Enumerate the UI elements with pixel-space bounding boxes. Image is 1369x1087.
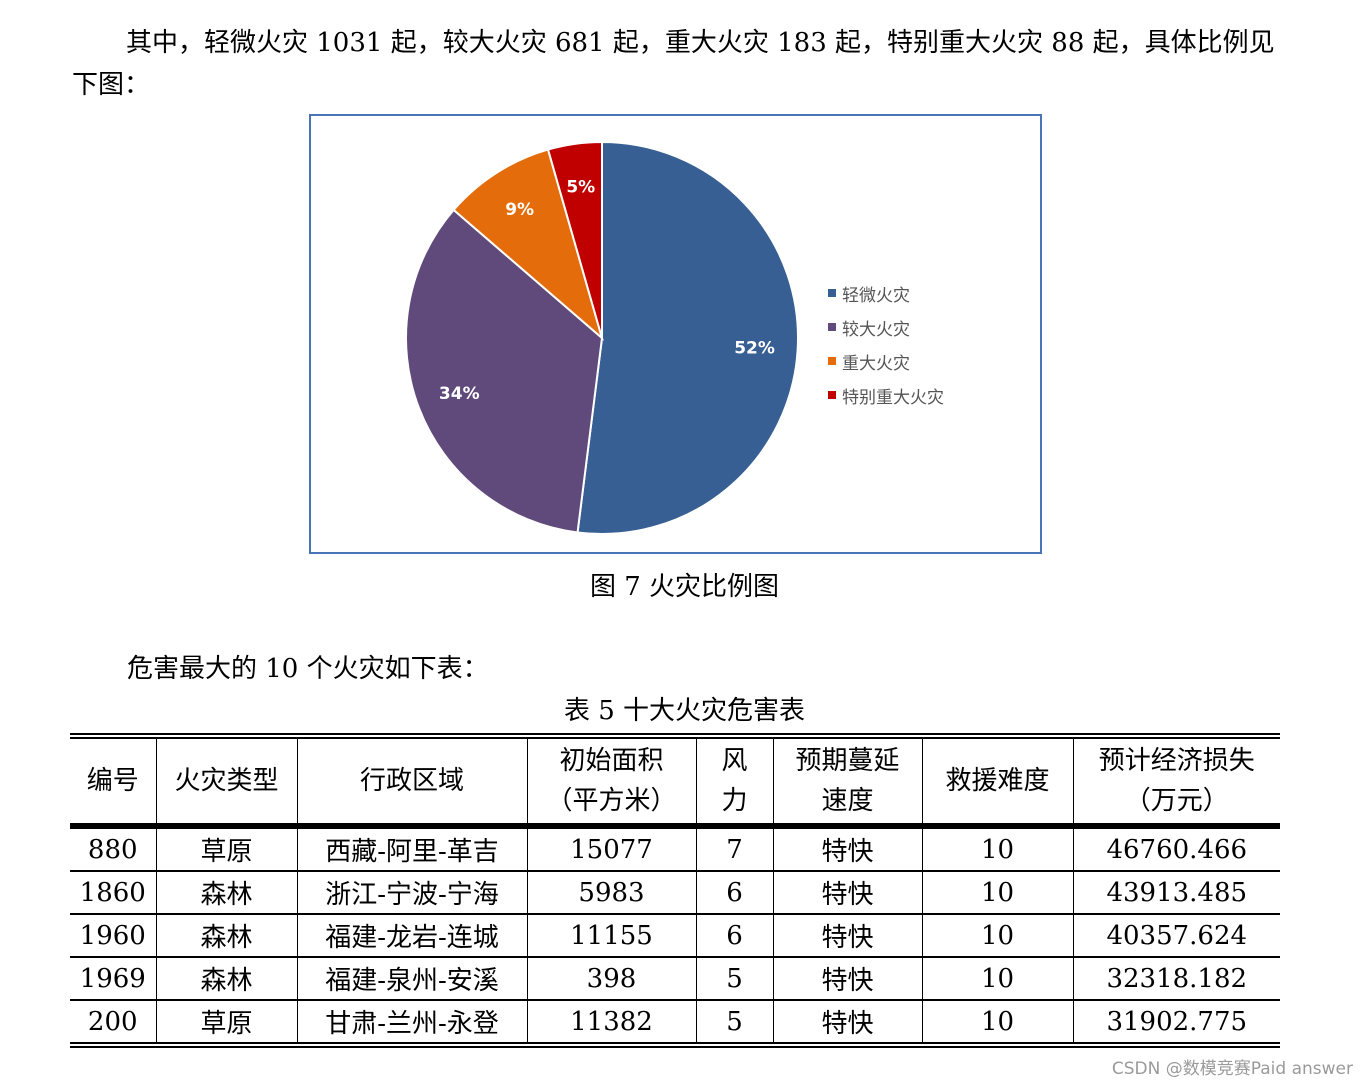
table-cell: 10 — [921, 957, 1074, 1001]
table-cell: 特快 — [772, 914, 923, 958]
table-cell: 森林 — [155, 914, 298, 958]
column-header-2: 火灾类型 — [155, 736, 298, 826]
table-cell: 10 — [921, 871, 1074, 915]
table-cell: 43913.485 — [1072, 871, 1280, 915]
legend-swatch-icon — [828, 289, 836, 297]
legend-swatch-icon — [828, 323, 836, 331]
figure-caption: 图 7 火灾比例图 — [589, 572, 780, 602]
table-cell: 1860 — [70, 871, 157, 915]
legend-label: 较大火灾 — [842, 319, 910, 340]
table-cell: 6 — [695, 914, 774, 958]
table-cell: 福建-龙岩-连城 — [296, 914, 528, 958]
pie-slice-2 — [405, 208, 604, 534]
table-cell: 11155 — [526, 914, 697, 958]
legend-item-3: 重大火灾 — [828, 344, 944, 378]
table-cell: 草原 — [155, 1000, 298, 1048]
pie-slice-1 — [576, 140, 799, 535]
legend-item-4: 特别重大火灾 — [828, 378, 944, 412]
table-cell: 特快 — [772, 871, 923, 915]
table-cell: 46760.466 — [1072, 826, 1280, 872]
legend-item-2: 较大火灾 — [828, 310, 944, 344]
table-cell: 31902.775 — [1072, 1000, 1280, 1048]
table-cell: 5 — [695, 1000, 774, 1048]
table-cell: 森林 — [155, 871, 298, 915]
pie-chart: 52% 34% 9% 5% — [405, 140, 799, 535]
table-cell: 10 — [921, 826, 1074, 872]
table-cell: 32318.182 — [1072, 957, 1280, 1001]
table-cell: 10 — [921, 1000, 1074, 1048]
table-row: 200 草原 甘肃-兰州-永登 11382 5 特快 10 31902.775 — [70, 1000, 1280, 1048]
table-caption: 表 5 十大火灾危害表 — [563, 696, 806, 726]
legend-label: 重大火灾 — [842, 353, 910, 374]
column-header-4: 初始面积 （平方米） — [526, 736, 697, 826]
column-header-6: 预期蔓延 速度 — [772, 736, 923, 826]
column-header-7: 救援难度 — [921, 736, 1074, 826]
table-cell: 398 — [526, 957, 697, 1001]
table-row: 1960 森林 福建-龙岩-连城 11155 6 特快 10 40357.624 — [70, 914, 1280, 958]
table-cell: 11382 — [526, 1000, 697, 1048]
table-cell: 5 — [695, 957, 774, 1001]
fire-hazard-table: 编号 火灾类型 行政区域 初始面积 （平方米）风 力预期蔓延 速度 救援难度 预计经济损失… — [70, 733, 1280, 1048]
table-cell: 7 — [695, 826, 774, 872]
table-cell: 15077 — [526, 826, 697, 872]
table-cell: 特快 — [772, 826, 923, 872]
legend-label: 特别重大火灾 — [842, 387, 944, 408]
table-intro-paragraph: 危害最大的 10 个火灾如下表： — [127, 654, 489, 684]
legend-swatch-icon — [828, 391, 836, 399]
table-cell: 西藏-阿里-革吉 — [296, 826, 528, 872]
legend-label: 轻微火灾 — [842, 285, 910, 306]
watermark: CSDN @数模竞赛Paid answer — [1111, 1059, 1353, 1079]
table-cell: 880 — [70, 826, 157, 872]
column-header-3: 行政区域 — [296, 736, 528, 826]
table-cell: 福建-泉州-安溪 — [296, 957, 528, 1001]
pie-slice-4 — [546, 140, 603, 339]
table-cell: 1960 — [70, 914, 157, 958]
legend-swatch-icon — [828, 357, 836, 365]
column-header-5: 风 力 — [695, 736, 774, 826]
table-cell: 40357.624 — [1072, 914, 1280, 958]
chart-legend: 轻微火灾较大火灾重大火灾特别重大火灾 — [828, 276, 944, 412]
table-cell: 甘肃-兰州-永登 — [296, 1000, 528, 1048]
table-cell: 1969 — [70, 957, 157, 1001]
table-cell: 200 — [70, 1000, 157, 1048]
table-cell: 浙江-宁波-宁海 — [296, 871, 528, 915]
table-header-row: 编号 火灾类型 行政区域 初始面积 （平方米）风 力预期蔓延 速度 救援难度 预计经济损失… — [70, 736, 1280, 826]
table-row: 1860 森林 浙江-宁波-宁海 5983 6 特快 10 43913.485 — [70, 871, 1280, 915]
table-cell: 特快 — [772, 957, 923, 1001]
table-cell: 森林 — [155, 957, 298, 1001]
column-header-8: 预计经济损失 （万元） — [1072, 736, 1280, 826]
table-cell: 草原 — [155, 826, 298, 872]
pie-data-label-3: 9% — [505, 200, 534, 220]
pie-data-label-4: 5% — [566, 178, 595, 198]
intro-paragraph: 其中，轻微火灾 1031 起，较大火灾 681 起，重大火灾 183 起，特别重… — [72, 28, 1275, 100]
table-body: 880 草原 西藏-阿里-革吉 15077 7 特快 10 46760.466 1860 森林 浙江… — [70, 826, 1280, 1048]
table-cell: 特快 — [772, 1000, 923, 1048]
column-header-1: 编号 — [70, 736, 157, 826]
pie-slice-3 — [452, 148, 604, 341]
pie-data-label-2: 34% — [439, 384, 480, 404]
pie-data-label-1: 52% — [734, 339, 775, 359]
table-row: 880 草原 西藏-阿里-革吉 15077 7 特快 10 46760.466 — [70, 826, 1280, 872]
legend-item-1: 轻微火灾 — [828, 276, 944, 310]
table-cell: 5983 — [526, 871, 697, 915]
table-cell: 10 — [921, 914, 1074, 958]
table-row: 1969 森林 福建-泉州-安溪 398 5 特快 10 32318.182 — [70, 957, 1280, 1001]
pie-chart-frame: 52% 34% 9% 5% — [309, 114, 1042, 554]
table-cell: 6 — [695, 871, 774, 915]
